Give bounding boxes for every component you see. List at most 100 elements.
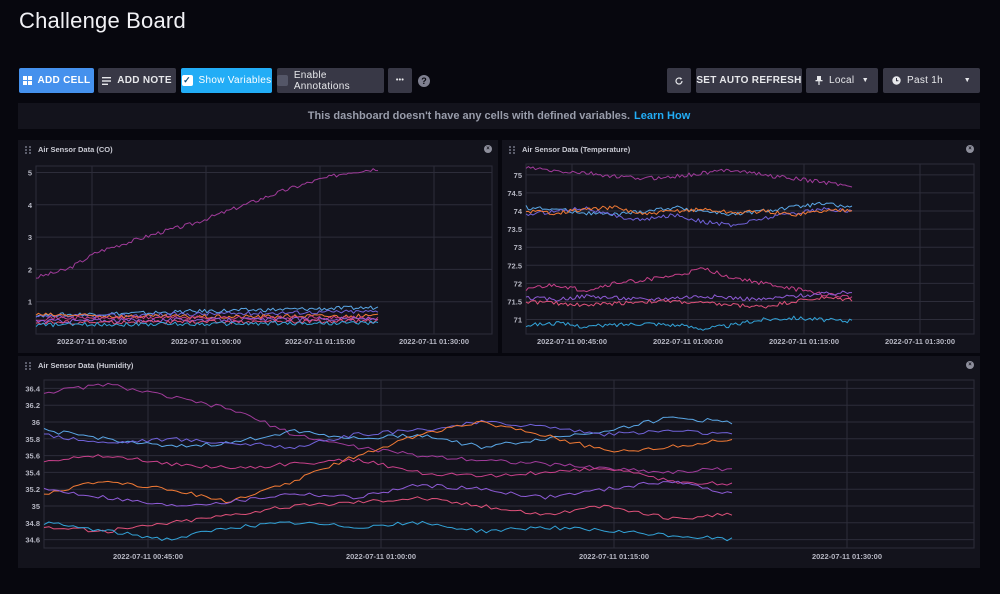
timezone-dropdown[interactable]: Local ▼	[806, 68, 878, 93]
add-note-button[interactable]: ADD NOTE	[98, 68, 176, 93]
series-line-temp-8	[525, 315, 853, 331]
cell-humidity: Air Sensor Data (Humidity) × 34.6 34.8 35 3…	[18, 356, 980, 568]
y-tick-label: 73	[514, 243, 522, 252]
y-tick-label: 74.5	[507, 189, 522, 198]
plot-area	[35, 165, 493, 335]
y-tick-label: 34.8	[25, 519, 40, 528]
y-tick-label: 35.2	[25, 485, 40, 494]
x-tick-label: 2022-07-11 01:15:00	[769, 337, 839, 346]
help-icon[interactable]: ?	[418, 75, 430, 87]
y-tick-label: 36	[32, 418, 40, 427]
drag-handle-icon[interactable]	[25, 146, 33, 154]
y-tick-label: 5	[28, 168, 32, 177]
series-line-co-8	[35, 320, 379, 328]
y-tick-label: 36.4	[25, 384, 40, 393]
x-tick-label: 2022-07-11 00:45:00	[113, 552, 183, 561]
series-line-temp-5	[525, 267, 853, 300]
learn-how-link[interactable]: Learn How	[634, 110, 691, 122]
y-tick-label: 34.6	[25, 536, 40, 545]
x-tick-label: 2022-07-11 01:30:00	[885, 337, 955, 346]
y-tick-label: 71	[514, 316, 522, 325]
series-line-hum-8	[43, 520, 733, 542]
add-cell-label: ADD CELL	[37, 75, 91, 86]
pin-icon	[815, 76, 823, 85]
set-auto-refresh-button[interactable]: SET AUTO REFRESH	[696, 68, 802, 93]
y-tick-label: 35.6	[25, 452, 40, 461]
y-tick-label: 35.8	[25, 435, 40, 444]
cell-title: Air Sensor Data (Temperature)	[522, 145, 631, 154]
set-auto-refresh-label: SET AUTO REFRESH	[696, 75, 802, 86]
caret-down-icon: ▼	[963, 77, 971, 84]
cell-co: Air Sensor Data (CO) × 1 2 3 4 5 2022-07-11 0…	[18, 140, 498, 353]
banner-text: This dashboard doesn't have any cells wi…	[307, 110, 631, 122]
series-line-hum-6	[43, 480, 733, 507]
checkbox-unchecked-icon	[277, 75, 288, 86]
series-line-hum-7	[43, 496, 733, 534]
x-tick-label: 2022-07-11 01:00:00	[653, 337, 723, 346]
time-range-dropdown[interactable]: Past 1h ▼	[883, 68, 980, 93]
y-tick-label: 4	[28, 201, 33, 210]
x-tick-label: 2022-07-11 01:30:00	[399, 337, 469, 346]
y-tick-label: 75	[514, 171, 522, 180]
x-tick-label: 2022-07-11 01:15:00	[285, 337, 355, 346]
add-cell-button[interactable]: ADD CELL	[19, 68, 94, 93]
refresh-button[interactable]	[667, 68, 691, 93]
enable-annotations-toggle[interactable]: Enable Annotations	[277, 68, 384, 93]
series-line-hum-2	[43, 416, 733, 450]
series-line-hum-4	[43, 420, 733, 504]
y-tick-label: 71.5	[507, 297, 522, 306]
cell-title: Air Sensor Data (Humidity)	[38, 361, 134, 370]
x-tick-label: 2022-07-11 01:15:00	[579, 552, 649, 561]
chart-co: 1 2 3 4 5 2022-07-11 00:45:00 2022-07-11 01:00…	[28, 165, 493, 346]
cell-title: Air Sensor Data (CO)	[38, 145, 113, 154]
y-tick-label: 72.5	[507, 261, 522, 270]
series-line-co-6	[35, 316, 379, 324]
y-tick-label: 74	[514, 207, 523, 216]
cell-temperature: Air Sensor Data (Temperature) × 71 71.5 72…	[502, 140, 980, 353]
y-tick-label: 1	[28, 298, 32, 307]
series-line-temp-3	[525, 206, 853, 228]
enable-annotations-label: Enable Annotations	[293, 69, 350, 92]
x-tick-label: 2022-07-11 01:00:00	[171, 337, 241, 346]
y-tick-label: 35.4	[25, 468, 40, 477]
x-tick-label: 2022-07-11 01:30:00	[812, 552, 882, 561]
series-line-co-1	[35, 168, 379, 279]
series-line-co-4	[35, 312, 379, 319]
plot-area	[43, 379, 975, 549]
series-line-hum-3	[44, 419, 733, 450]
series-line-temp-6	[525, 290, 852, 302]
series-line-hum-5	[43, 454, 733, 486]
plot-area	[525, 163, 975, 335]
series-line-temp-1	[525, 166, 853, 188]
drag-handle-icon[interactable]	[509, 146, 517, 154]
clock-icon	[892, 76, 901, 85]
y-tick-label: 72	[514, 279, 522, 288]
grid-icon	[22, 76, 32, 85]
time-range-label: Past 1h	[907, 75, 944, 86]
show-variables-label: Show Variables	[198, 75, 272, 86]
y-tick-label: 36.2	[25, 401, 40, 410]
chart-humidity: 34.6 34.8 35 35.2 35.4 35.6 35.8 36 36.2 36.4 2022…	[25, 379, 975, 561]
add-note-label: ADD NOTE	[117, 75, 172, 86]
cell-options-icon[interactable]: ×	[966, 145, 974, 153]
y-tick-label: 2	[28, 265, 32, 274]
drag-handle-icon[interactable]	[25, 362, 33, 370]
y-tick-label: 73.5	[507, 225, 522, 234]
series-line-hum-1	[43, 382, 733, 475]
series-line-temp-7	[525, 295, 853, 309]
cell-options-icon[interactable]: ×	[966, 361, 974, 369]
timezone-label: Local	[829, 75, 855, 86]
y-tick-label: 3	[28, 233, 32, 242]
variables-banner: This dashboard doesn't have any cells wi…	[18, 103, 980, 129]
more-options-button[interactable]: •••	[388, 68, 412, 93]
cell-options-icon[interactable]: ×	[484, 145, 492, 153]
chart-temperature: 71 71.5 72 72.5 73 73.5 74 74.5 75 2022-07-11 00:…	[507, 163, 975, 346]
page-title: Challenge Board	[19, 8, 186, 33]
x-tick-label: 2022-07-11 01:00:00	[346, 552, 416, 561]
note-icon	[102, 76, 112, 85]
show-variables-toggle[interactable]: ✓ Show Variables	[181, 68, 272, 93]
x-tick-label: 2022-07-11 00:45:00	[57, 337, 127, 346]
ellipsis-icon: •••	[395, 77, 405, 84]
x-tick-label: 2022-07-11 00:45:00	[537, 337, 607, 346]
series-line-co-7	[35, 318, 379, 325]
